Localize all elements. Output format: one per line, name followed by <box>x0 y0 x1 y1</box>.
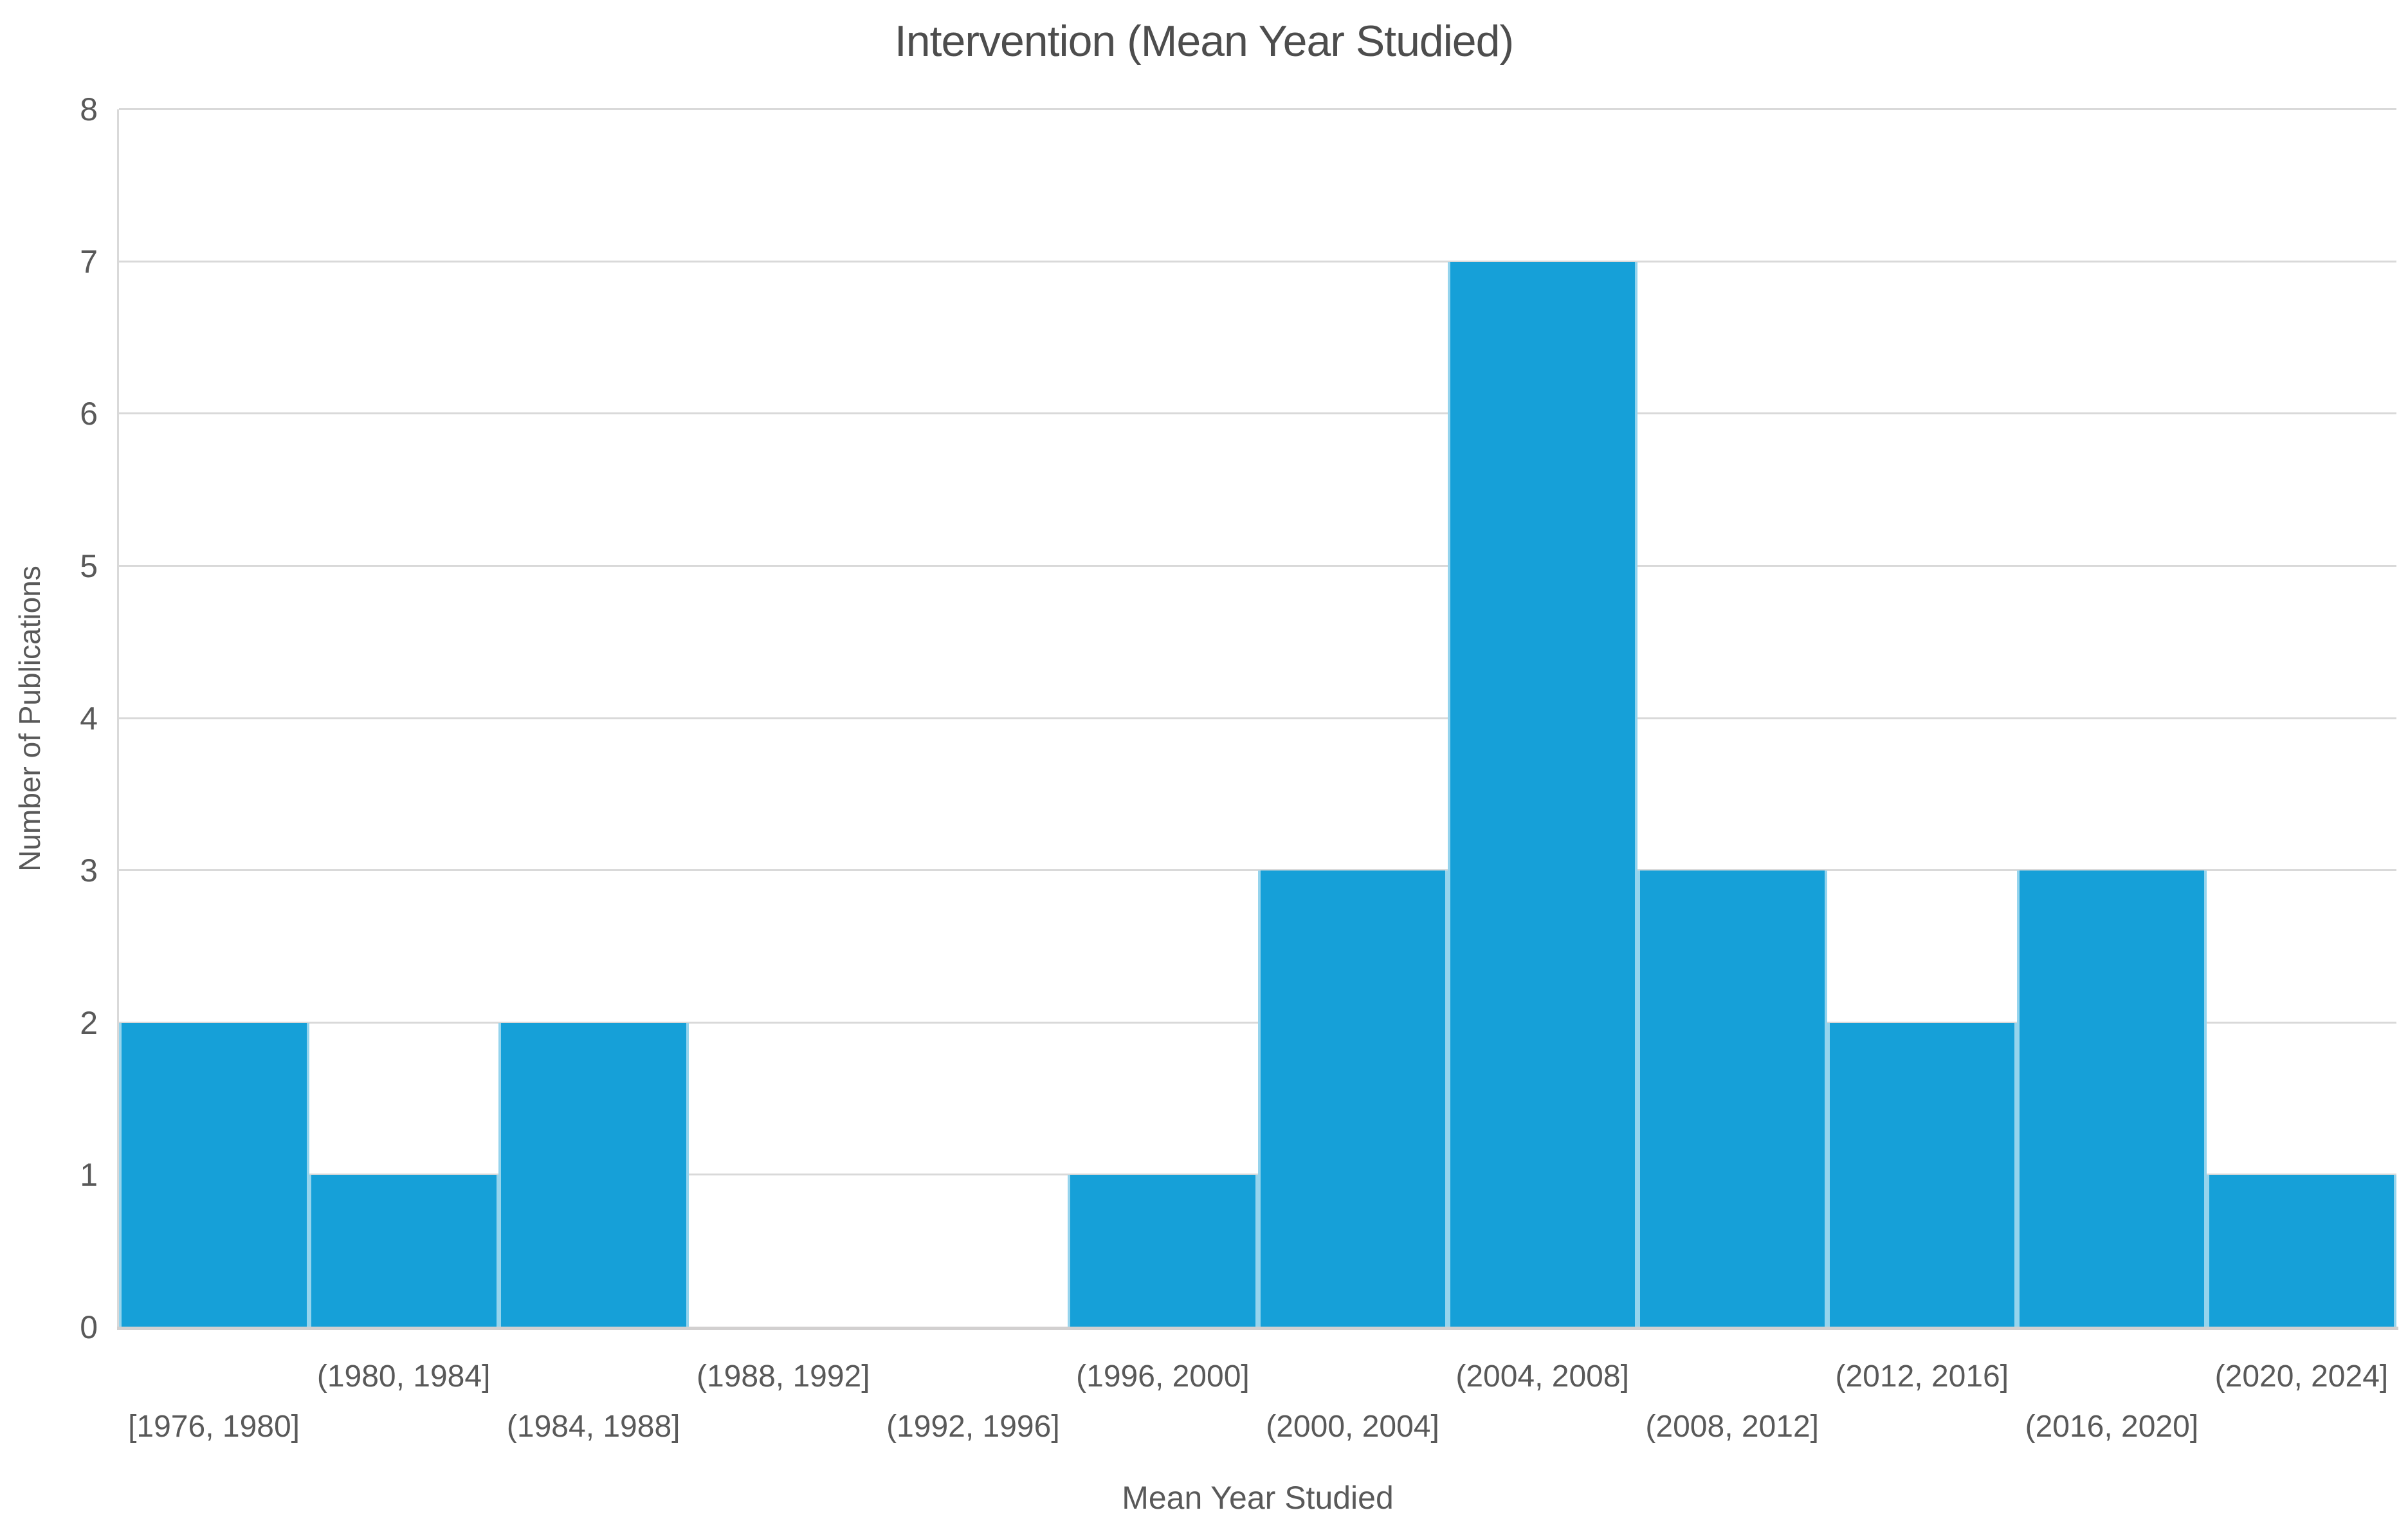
plot-area <box>119 108 2397 1327</box>
gridline-y6 <box>119 412 2396 415</box>
x-tick-label-8: (2008, 2012] <box>1645 1410 1819 1444</box>
bar-(2012, 2016] <box>1827 1022 2018 1327</box>
gridline-y8 <box>119 108 2396 110</box>
bar-(2008, 2012] <box>1637 870 1828 1327</box>
y-tick-label-3: 3 <box>80 852 98 889</box>
x-tick-label-3: (1988, 1992] <box>697 1359 870 1394</box>
gridline-y7 <box>119 260 2396 262</box>
gridline-y4 <box>119 717 2396 719</box>
x-tick-label-0: [1976, 1980] <box>128 1410 300 1444</box>
x-tick-label-1: (1980, 1984] <box>316 1359 491 1394</box>
x-tick-label-5: (1996, 2000] <box>1076 1359 1250 1394</box>
y-tick-label-2: 2 <box>80 1004 98 1041</box>
bar-(2004, 2008] <box>1447 261 1638 1327</box>
y-tick-label-4: 4 <box>80 700 98 737</box>
x-axis-line <box>117 1327 2398 1330</box>
gridline-y3 <box>119 869 2396 872</box>
y-tick-label-1: 1 <box>80 1157 98 1193</box>
x-tick-label-10: (2016, 2020] <box>2025 1410 2199 1444</box>
bar-(1984, 1988] <box>498 1022 689 1327</box>
y-tick-label-5: 5 <box>80 548 98 584</box>
y-tick-label-7: 7 <box>80 243 98 280</box>
x-tick-label-4: (1992, 1996] <box>886 1410 1060 1444</box>
x-tick-label-6: (2000, 2004] <box>1266 1410 1439 1444</box>
y-tick-label-8: 8 <box>80 91 98 127</box>
y-tick-label-0: 0 <box>80 1309 98 1345</box>
bar-(2000, 2004] <box>1257 870 1448 1327</box>
x-tick-label-11: (2020, 2024] <box>2214 1359 2389 1394</box>
bar-(1996, 2000] <box>1068 1175 1258 1327</box>
bar-[1976, 1980] <box>119 1022 309 1327</box>
bar-(1980, 1984] <box>309 1175 499 1327</box>
bar-(2020, 2024] <box>2206 1175 2397 1327</box>
x-axis-title: Mean Year Studied <box>1122 1480 1394 1516</box>
x-tick-label-9: (2012, 2016] <box>1835 1359 2009 1394</box>
gridline-y5 <box>119 564 2396 567</box>
bar-(2016, 2020] <box>2016 870 2207 1327</box>
x-tick-label-2: (1984, 1988] <box>506 1410 680 1444</box>
y-axis-line <box>117 109 119 1327</box>
chart-title: Intervention (Mean Year Studied) <box>894 17 1514 66</box>
y-tick-label-6: 6 <box>80 396 98 432</box>
x-tick-label-7: (2004, 2008] <box>1455 1359 1629 1394</box>
